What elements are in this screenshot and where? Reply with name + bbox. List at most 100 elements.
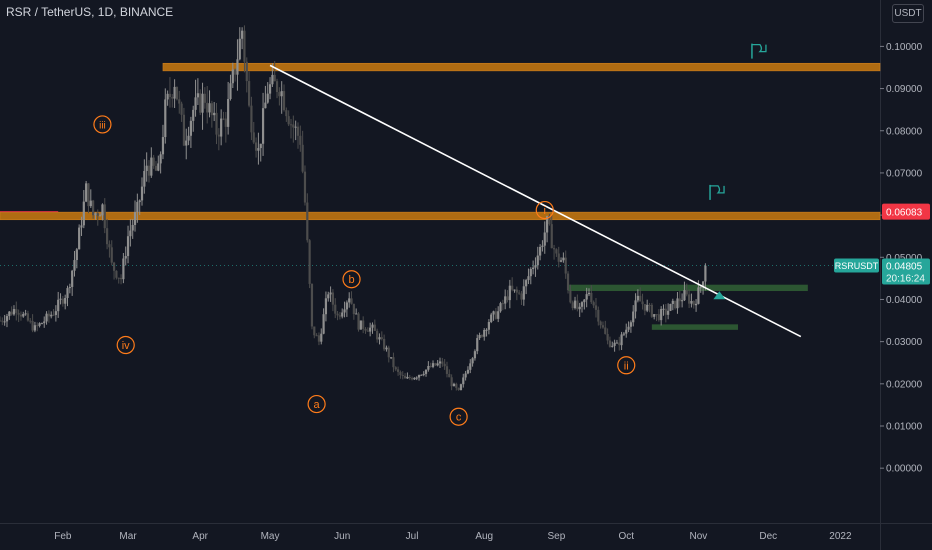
candle [511, 285, 514, 290]
candle [180, 103, 183, 115]
candle [499, 303, 502, 312]
currency-button[interactable]: USDT [892, 4, 924, 23]
candle [364, 328, 367, 331]
candle [417, 375, 421, 378]
candle [387, 347, 390, 358]
candle [19, 314, 23, 317]
candle [143, 170, 146, 187]
candle [229, 83, 232, 99]
candle [350, 298, 353, 304]
candle [71, 270, 74, 287]
candle [17, 312, 20, 315]
candle [248, 81, 251, 106]
current-price-label [882, 258, 930, 285]
candle [64, 298, 67, 304]
candle [12, 309, 16, 315]
candle [662, 308, 665, 310]
candle [220, 118, 223, 137]
candle [424, 369, 428, 374]
candle [501, 303, 504, 305]
wave-label-text: a [314, 399, 321, 411]
wave-label-circle [617, 356, 636, 375]
candle [431, 363, 435, 367]
candle [394, 367, 397, 370]
candle [641, 301, 644, 305]
candle [5, 316, 9, 322]
candle [441, 361, 444, 364]
candle [701, 281, 705, 288]
candle [124, 256, 127, 259]
candle [82, 201, 85, 226]
candle [576, 300, 579, 310]
candle [527, 276, 530, 281]
candle [185, 140, 188, 146]
chart-title: RSR / TetherUS, 1D, BINANCE [6, 5, 174, 19]
candle [264, 102, 267, 109]
current-price-value: 0.04805 [886, 262, 923, 273]
candle [480, 335, 484, 337]
x-tick-label: Jul [406, 531, 419, 542]
candle [236, 59, 239, 75]
candle [445, 366, 449, 374]
highlight-price-label [882, 203, 930, 220]
candle [334, 304, 337, 314]
candle [355, 313, 358, 315]
candle [657, 314, 660, 321]
x-tick-label: May [261, 531, 280, 542]
candle [154, 165, 158, 171]
candle [87, 183, 90, 207]
wave-label-circle [93, 115, 112, 134]
candle [569, 290, 572, 303]
wave-label-c: c [449, 407, 468, 426]
candle [173, 86, 176, 99]
candle [117, 277, 120, 279]
candle [94, 213, 97, 216]
wave-label-b: b [342, 270, 361, 289]
candle [327, 294, 330, 299]
candle [287, 116, 290, 125]
candle [522, 286, 525, 300]
candle [301, 144, 304, 172]
candle [618, 342, 621, 346]
candle [222, 118, 225, 120]
candle [550, 224, 553, 249]
candle [275, 81, 279, 93]
highlight-price-value: 0.06083 [886, 208, 923, 219]
candle [566, 273, 570, 291]
candle [643, 304, 646, 311]
wave-label-circle [449, 407, 468, 426]
candle [529, 269, 532, 277]
candle [690, 301, 693, 304]
candle [699, 287, 702, 289]
candle [166, 93, 169, 100]
candle [376, 330, 379, 340]
candle [536, 255, 539, 266]
candle [543, 232, 546, 246]
candle [280, 91, 283, 97]
candle [268, 84, 272, 94]
candle [352, 303, 355, 315]
candle [457, 387, 460, 391]
candle [508, 285, 511, 301]
candle [75, 249, 78, 261]
candle [33, 325, 37, 331]
candle [80, 225, 83, 228]
candle [552, 248, 556, 250]
candle [674, 300, 677, 309]
candle [564, 257, 567, 274]
wave-label-text: ii [624, 360, 629, 372]
candle [571, 302, 574, 309]
candle [688, 294, 691, 304]
wave-label-a: a [307, 394, 326, 414]
candle [494, 311, 497, 319]
candle [178, 99, 181, 104]
candle [650, 304, 653, 317]
candle [22, 313, 25, 317]
trendline [269, 64, 802, 338]
candle [273, 74, 276, 82]
wave-label-text: i [544, 205, 546, 217]
flag-icon-2 [709, 184, 725, 200]
x-tick-label: Mar [119, 531, 137, 542]
candle [539, 246, 542, 256]
